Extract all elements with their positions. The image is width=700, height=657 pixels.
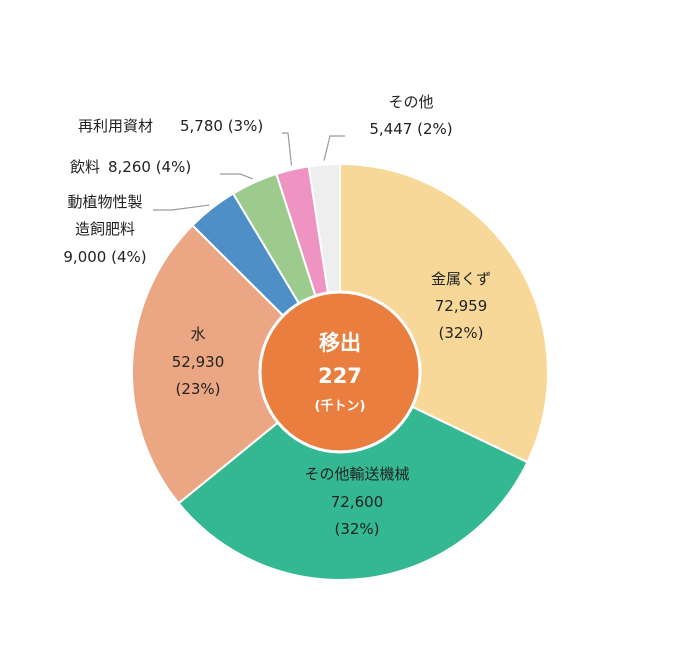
slice-percent: (32%) [438, 324, 483, 342]
slice-label: 水 [190, 325, 205, 343]
slice-value: 72,600 [331, 493, 384, 511]
center-total: 227 [318, 364, 362, 388]
center-title: 移出 [319, 331, 361, 355]
slice-label: 飲料 [70, 158, 100, 176]
slice-value: 8,260 (4%) [108, 158, 191, 176]
pie-slice-2 [131, 223, 342, 505]
slice-label: その他輸送機械 [304, 465, 409, 483]
leader-line-3 [153, 204, 210, 211]
center-circle [258, 290, 422, 454]
slice-label-line1: 動植物性製 [67, 193, 142, 211]
label-sairiyou: 再利用資材 5,780 (3%) [78, 117, 263, 135]
label-doushokubutsu: 動植物性製 造飼肥料 9,000 (4%) [63, 193, 146, 266]
label-inryou: 飲料 8,260 (4%) [70, 158, 191, 176]
slice-value: 52,930 [172, 353, 225, 371]
slice-label: その他 [388, 93, 433, 111]
label-kinzoku: 金属くず 72,959 (32%) [431, 270, 491, 342]
slice-value: 72,959 [435, 297, 488, 315]
slice-percent: (32%) [334, 520, 379, 538]
leader-lines [153, 132, 345, 211]
leader-line-5 [282, 132, 293, 166]
slice-value: 5,447 (2%) [369, 120, 452, 138]
slice-percent: (23%) [175, 380, 220, 398]
slice-label-line2: 造飼肥料 [75, 220, 135, 238]
slice-value: 5,780 (3%) [180, 117, 263, 135]
label-yusou: その他輸送機械 72,600 (32%) [304, 465, 409, 538]
label-sonota: その他 5,447 (2%) [369, 93, 452, 138]
leader-line-4 [220, 173, 253, 180]
leader-line-6 [323, 135, 345, 161]
slice-label: 金属くず [431, 270, 491, 288]
label-mizu: 水 52,930 (23%) [172, 325, 225, 398]
pie-slice-1 [177, 370, 529, 581]
slice-label: 再利用資材 [78, 117, 153, 135]
slice-value: 9,000 (4%) [63, 248, 146, 266]
center-unit: (千トン) [315, 398, 366, 414]
